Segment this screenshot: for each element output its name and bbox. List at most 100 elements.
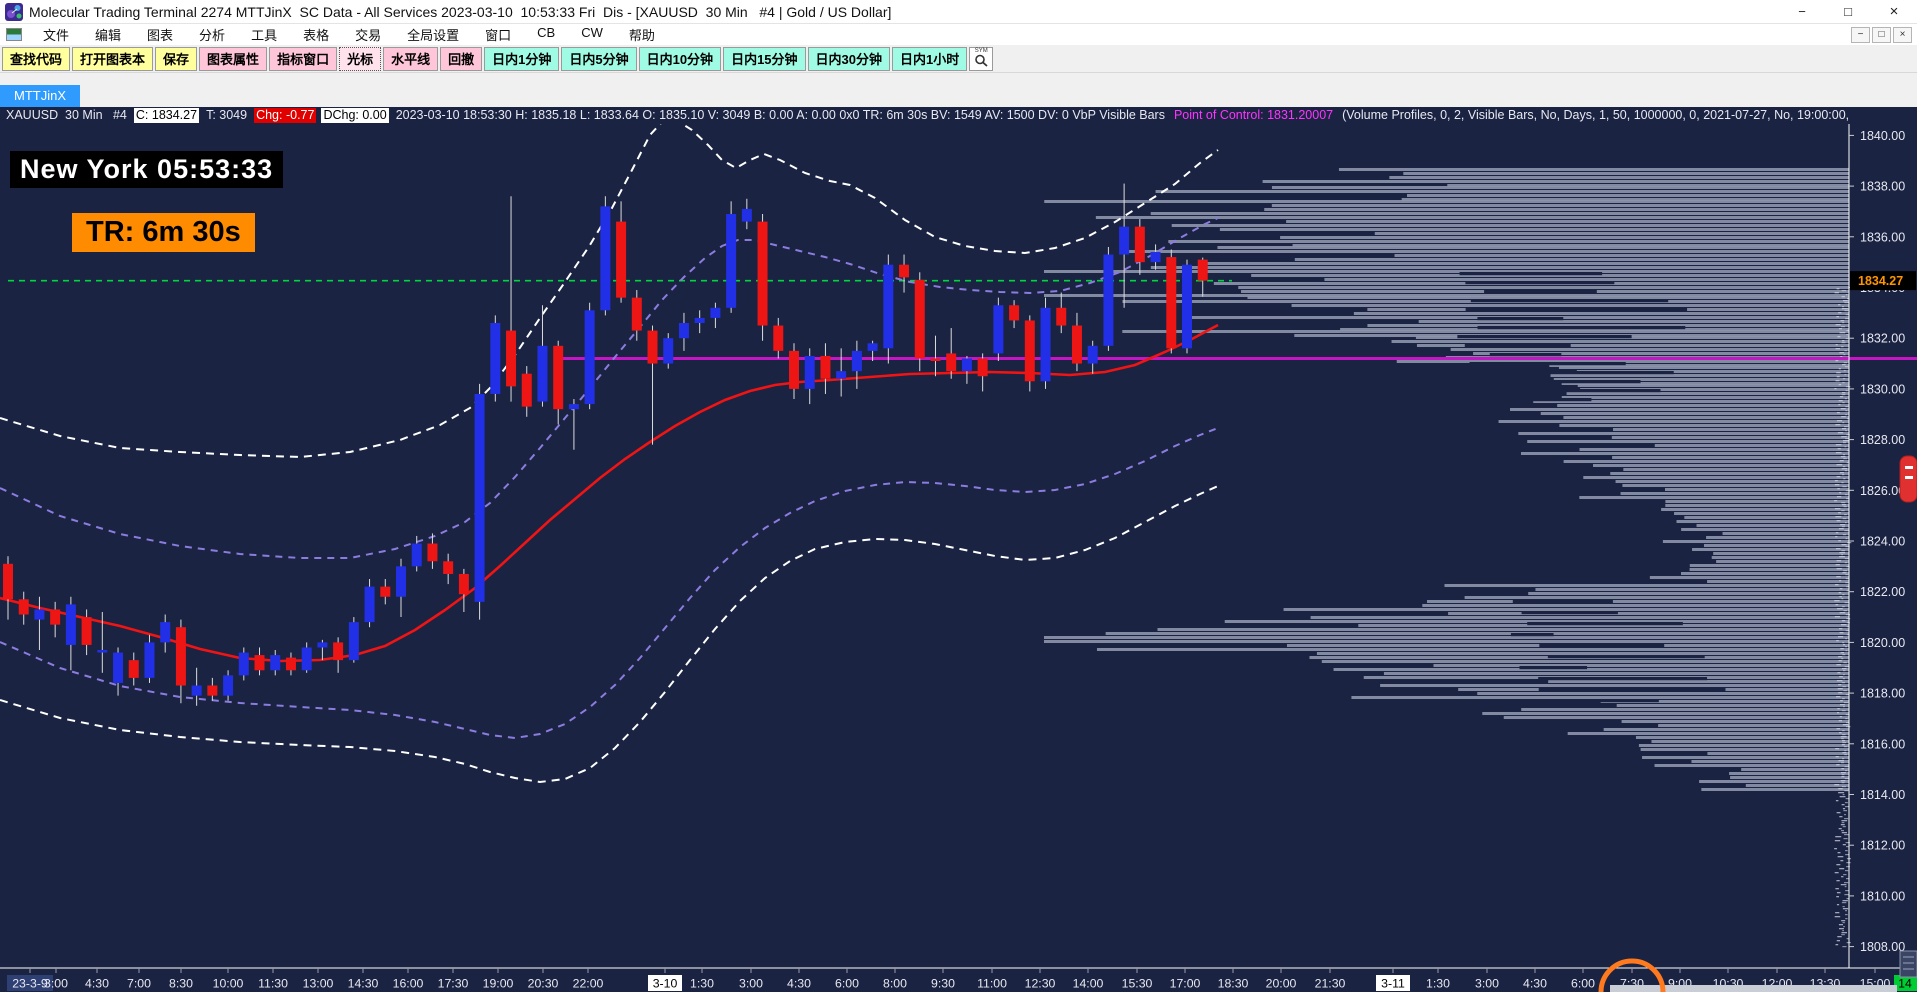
toolbar-button-图表属性[interactable]: 图表属性 — [199, 46, 268, 71]
menu-编辑[interactable]: 编辑 — [95, 28, 122, 43]
vbp-number-specks — [1842, 440, 1849, 442]
menu-窗口[interactable]: 窗口 — [485, 28, 512, 43]
volume-profile-bar — [1561, 396, 1849, 399]
volume-profile-bar — [1707, 580, 1849, 583]
vbp-number-specks — [1842, 442, 1847, 444]
tab-mttjinx[interactable]: MTTJinX — [0, 85, 80, 107]
vbp-number-specks — [1846, 498, 1850, 500]
vbp-number-specks — [1836, 412, 1840, 414]
vbp-number-specks — [1839, 556, 1845, 558]
mdi-restore-button[interactable]: □ — [1872, 26, 1891, 43]
vbp-number-specks — [1837, 488, 1840, 490]
volume-profile-bar — [1593, 464, 1849, 467]
menu-CB[interactable]: CB — [537, 25, 556, 40]
toolbar-button-指标窗口[interactable]: 指标窗口 — [269, 46, 338, 71]
vbp-number-specks — [1844, 750, 1847, 752]
candle-body — [836, 371, 847, 379]
menu-分析[interactable]: 分析 — [199, 28, 226, 43]
candle-body — [741, 208, 752, 222]
menu-帮助[interactable]: 帮助 — [628, 28, 655, 43]
vbp-number-specks — [1837, 432, 1844, 434]
horizontal-scrollbar-thumb[interactable] — [1610, 985, 1897, 992]
vbp-number-specks — [1841, 510, 1845, 512]
vbp-number-specks — [1845, 546, 1850, 548]
menu-图表[interactable]: 图表 — [147, 28, 174, 43]
toolbar-button-日内1小时[interactable]: 日内1小时 — [892, 46, 968, 71]
vbp-number-specks — [1843, 662, 1847, 664]
vbp-number-specks — [1841, 786, 1846, 788]
vbp-number-specks — [1844, 806, 1849, 808]
vbp-number-specks — [1844, 530, 1849, 532]
vbp-number-specks — [1841, 738, 1844, 740]
menu-表格[interactable]: 表格 — [303, 28, 330, 43]
vbp-number-specks — [1841, 342, 1846, 344]
menu-文件[interactable]: 文件 — [43, 28, 70, 43]
toolbar-button-日内5分钟[interactable]: 日内5分钟 — [561, 46, 637, 71]
vbp-number-specks — [1842, 698, 1845, 700]
toolbar-button-回撤[interactable]: 回撤 — [440, 46, 483, 71]
toolbar-button-打开图表本[interactable]: 打开图表本 — [72, 46, 154, 71]
toolbar-button-日内10分钟[interactable]: 日内10分钟 — [638, 46, 722, 71]
vbp-number-specks — [1845, 890, 1850, 892]
band-upper-inner — [0, 217, 1219, 559]
volume-profile-bar — [1528, 592, 1849, 595]
candle-body — [961, 358, 972, 372]
vbp-number-specks — [1845, 722, 1849, 724]
vbp-number-specks — [1844, 426, 1848, 428]
vbp-number-specks — [1841, 804, 1845, 806]
mdi-close-button[interactable]: × — [1893, 26, 1912, 43]
vbp-number-specks — [1843, 882, 1849, 884]
vbp-number-specks — [1844, 374, 1847, 376]
vbp-number-specks — [1841, 902, 1847, 904]
vbp-number-specks — [1836, 812, 1841, 814]
vbp-number-specks — [1843, 478, 1846, 480]
profile-gap-streak — [1484, 290, 1597, 294]
menu-全局设置[interactable]: 全局设置 — [407, 28, 460, 43]
volume-profile-bar — [1044, 640, 1849, 643]
chart-canvas[interactable]: 1840.001838.001836.001834.001832.001830.… — [0, 118, 1917, 992]
mdi-minimize-button[interactable]: − — [1851, 26, 1870, 43]
candle-body — [144, 642, 155, 678]
minimize-button[interactable]: − — [1798, 4, 1806, 19]
chart-mdi-icon[interactable] — [6, 28, 22, 41]
vbp-number-specks — [1836, 940, 1840, 942]
time-label: 20:30 — [528, 977, 559, 991]
volume-profile-bar — [1394, 254, 1849, 257]
toolbar-button-日内1分钟[interactable]: 日内1分钟 — [484, 46, 560, 71]
moving-average-line — [0, 323, 1219, 663]
toolbar-button-日内30分钟[interactable]: 日内30分钟 — [807, 46, 890, 71]
vbp-number-specks — [1845, 918, 1848, 920]
close-button[interactable]: × — [1889, 3, 1899, 20]
vbp-number-specks — [1846, 846, 1849, 848]
vbp-number-specks — [1844, 814, 1846, 816]
volume-profile-bar — [1612, 456, 1849, 459]
toolbar-button-查找代码[interactable]: 查找代码 — [2, 46, 71, 71]
chart-area[interactable]: 1840.001838.001836.001834.001832.001830.… — [0, 118, 1917, 992]
toolbar-button-保存[interactable]: 保存 — [155, 46, 198, 71]
toolbar-button-光标[interactable]: 光标 — [339, 46, 382, 71]
vbp-number-specks — [1837, 688, 1843, 690]
maximize-button[interactable]: □ — [1844, 4, 1852, 19]
toolbar-button-日内15分钟[interactable]: 日内15分钟 — [723, 46, 806, 71]
vbp-number-specks — [1835, 748, 1840, 750]
volume-profile-bar — [1635, 736, 1849, 739]
vbp-number-specks — [1841, 394, 1846, 396]
vbp-number-specks — [1845, 538, 1848, 540]
vbp-number-specks — [1835, 344, 1838, 346]
menu-交易[interactable]: 交易 — [355, 28, 382, 43]
candle-body — [175, 627, 186, 686]
menu-工具[interactable]: 工具 — [251, 28, 278, 43]
vertical-scrollbar-thumb[interactable] — [1899, 950, 1917, 978]
toolbar-button-水平线[interactable]: 水平线 — [383, 46, 439, 71]
candle-body — [427, 543, 438, 562]
volume-profile-bar — [1264, 208, 1849, 211]
time-label: 17:30 — [438, 977, 469, 991]
vbp-number-specks — [1841, 504, 1847, 506]
time-label: 3-10 — [653, 977, 678, 991]
vbp-number-specks — [1838, 312, 1842, 314]
symbol-search-button[interactable]: SYM — [969, 46, 994, 71]
volume-profile-bar — [1155, 190, 1849, 193]
menu-CW[interactable]: CW — [581, 25, 603, 40]
volume-profile-bar — [1665, 500, 1849, 503]
vbp-number-specks — [1844, 790, 1849, 792]
